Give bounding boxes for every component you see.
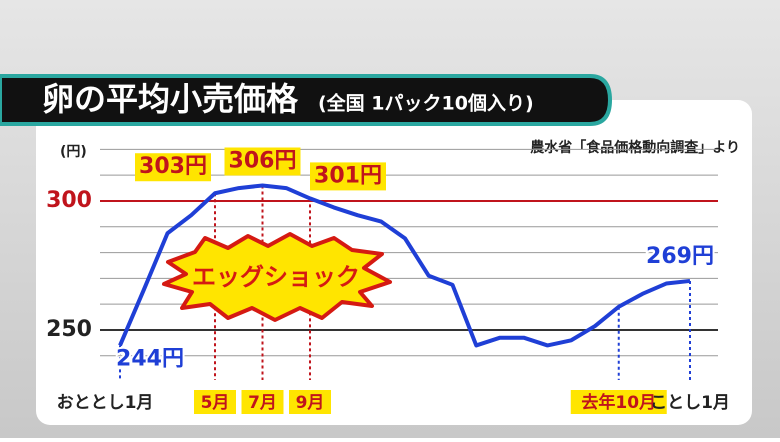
x-tick-label: ことし1月	[650, 393, 730, 413]
starburst	[162, 232, 392, 322]
value-label: 269円	[646, 244, 714, 269]
x-tick-label: 9月	[296, 393, 325, 413]
value-label-box	[224, 147, 301, 176]
x-label-box	[570, 390, 667, 414]
value-label: 301円	[314, 163, 382, 188]
chart-title: 卵の平均小売価格	[42, 80, 299, 118]
value-label: 244円	[116, 346, 184, 371]
value-label-box	[135, 153, 211, 182]
y-tick-label: 300	[46, 188, 92, 213]
x-tick-label: 去年10月	[581, 392, 656, 413]
annotation: エッグショック	[192, 263, 360, 291]
chart-subtitle: (全国 1パック10個入り)	[318, 92, 534, 115]
value-label: 303円	[139, 154, 207, 179]
x-tick-label: 5月	[201, 393, 230, 413]
x-label-box	[241, 390, 284, 414]
value-label-box	[310, 162, 386, 191]
x-tick-label: 7月	[248, 393, 277, 413]
y-unit: (円)	[60, 144, 87, 160]
source: 農水省「食品価格動向調査」より	[530, 139, 740, 156]
x-label-box	[289, 390, 331, 414]
line	[118, 183, 691, 348]
x-label-box	[194, 390, 236, 414]
x-tick-label: おととし1月	[57, 393, 154, 413]
value-label: 306円	[229, 148, 297, 173]
title-bar	[0, 74, 613, 126]
y-tick-label: 250	[46, 317, 92, 342]
